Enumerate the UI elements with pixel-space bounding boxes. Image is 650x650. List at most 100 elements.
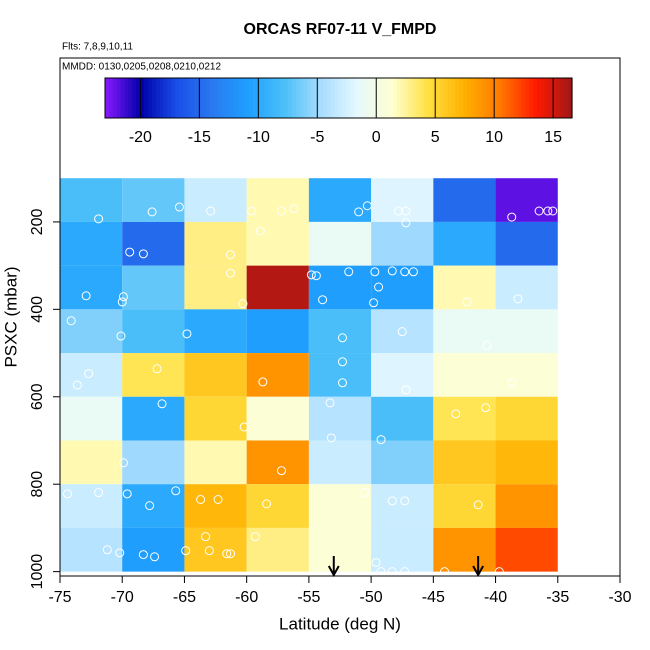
data-point (225, 268, 235, 278)
heatmap-cell (371, 221, 434, 266)
colorbar-segment (342, 78, 347, 118)
heatmap-cell (371, 178, 434, 222)
data-point (222, 549, 232, 559)
data-point (138, 550, 148, 560)
colorbar-segment (210, 78, 215, 118)
data-point (250, 532, 260, 542)
data-point (277, 206, 287, 216)
colorbar-frame (104, 77, 573, 119)
x-tick-label: -35 (546, 589, 569, 606)
data-point (534, 206, 544, 216)
colorbar-segment (252, 78, 258, 118)
colorbar-segment (167, 78, 172, 118)
colorbar-segment (171, 78, 176, 118)
colorbar-segment (229, 78, 235, 118)
colorbar-segment (143, 78, 149, 118)
colorbar-segment (326, 78, 332, 118)
data-point (344, 267, 354, 277)
data-point (118, 458, 128, 468)
data-point (116, 331, 126, 341)
heatmap-cell (60, 527, 123, 572)
heatmap-cell (122, 353, 185, 397)
colorbar-tick-label: 5 (431, 129, 440, 146)
colorbar-tick-label: 15 (544, 129, 562, 146)
arrow-head (472, 565, 485, 578)
colorbar-segment (420, 78, 425, 118)
colorbar-segment (241, 78, 246, 118)
colorbar-segment (361, 78, 367, 118)
data-point (462, 297, 472, 307)
heatmap-cell (246, 178, 309, 222)
data-point (201, 532, 211, 542)
data-point (122, 489, 132, 499)
colorbar-segment (322, 78, 328, 118)
colorbar-segment (295, 78, 301, 118)
data-point (325, 398, 335, 408)
colorbar-segment (416, 78, 421, 118)
data-point (473, 500, 483, 510)
data-point (72, 380, 82, 390)
data-point (94, 214, 104, 224)
colorbar-segment (357, 78, 363, 118)
colorbar-segment (151, 78, 157, 118)
data-point (408, 267, 418, 277)
x-axis-label: Latitude (deg N) (279, 614, 401, 633)
x-tick-label: -40 (484, 589, 507, 606)
heatmap-cell (495, 484, 558, 528)
colorbar-segment (163, 78, 168, 118)
colorbar-segment (284, 78, 289, 118)
data-point (118, 292, 128, 302)
data-point (94, 488, 104, 498)
colorbar-segment (120, 78, 126, 118)
colorbar-segment (431, 78, 437, 118)
heatmap-cell (371, 440, 434, 485)
heatmap-cell (308, 353, 372, 397)
colorbar-segment (466, 78, 472, 118)
heatmap-cell (371, 484, 434, 528)
colorbar-segment (486, 78, 491, 118)
x-tick-label: -50 (360, 589, 383, 606)
data-point (225, 250, 235, 260)
data-point (387, 266, 397, 276)
heatmap-cell (184, 353, 247, 397)
colorbar-segment (443, 78, 449, 118)
colorbar-segment (334, 78, 340, 118)
colorbar-segment (354, 78, 359, 118)
data-point (354, 207, 364, 217)
data-point (387, 496, 397, 506)
heatmap-cell (495, 309, 558, 354)
data-point (102, 545, 112, 555)
data-point (239, 422, 249, 432)
data-point (481, 403, 491, 413)
data-point (115, 548, 125, 558)
heatmap-cell (246, 484, 309, 528)
heatmap-cell (60, 309, 123, 354)
colorbar-segment (346, 78, 351, 118)
data-point (204, 546, 214, 556)
data-point (548, 206, 558, 216)
data-point (289, 204, 299, 214)
colorbar-segment (186, 78, 192, 118)
heatmap-cell (308, 527, 372, 572)
heatmap-cell (184, 527, 247, 572)
heatmap-cell (184, 309, 247, 354)
colorbar-segment (498, 78, 503, 118)
data-point (337, 333, 347, 343)
x-tick-label: -55 (297, 589, 320, 606)
colorbar-segment (299, 78, 305, 118)
heatmap-cell (433, 178, 496, 222)
y-axis-label: PSXC (mbar) (1, 266, 20, 367)
colorbar-segment (435, 78, 441, 118)
colorbar-segment (369, 78, 375, 118)
colorbar-segment (381, 78, 386, 118)
colorbar-segment (552, 78, 558, 118)
data-point (326, 433, 336, 443)
colorbar-segment (490, 78, 495, 118)
heatmap-cell (495, 396, 558, 441)
colorbar-segment (202, 78, 207, 118)
colorbar-tick-label: -20 (129, 129, 152, 146)
heatmap-cell (60, 178, 123, 222)
colorbar-segment (182, 78, 188, 118)
annotation: Flts: 7,8,9,10,11 (62, 42, 133, 53)
data-point (400, 267, 410, 277)
